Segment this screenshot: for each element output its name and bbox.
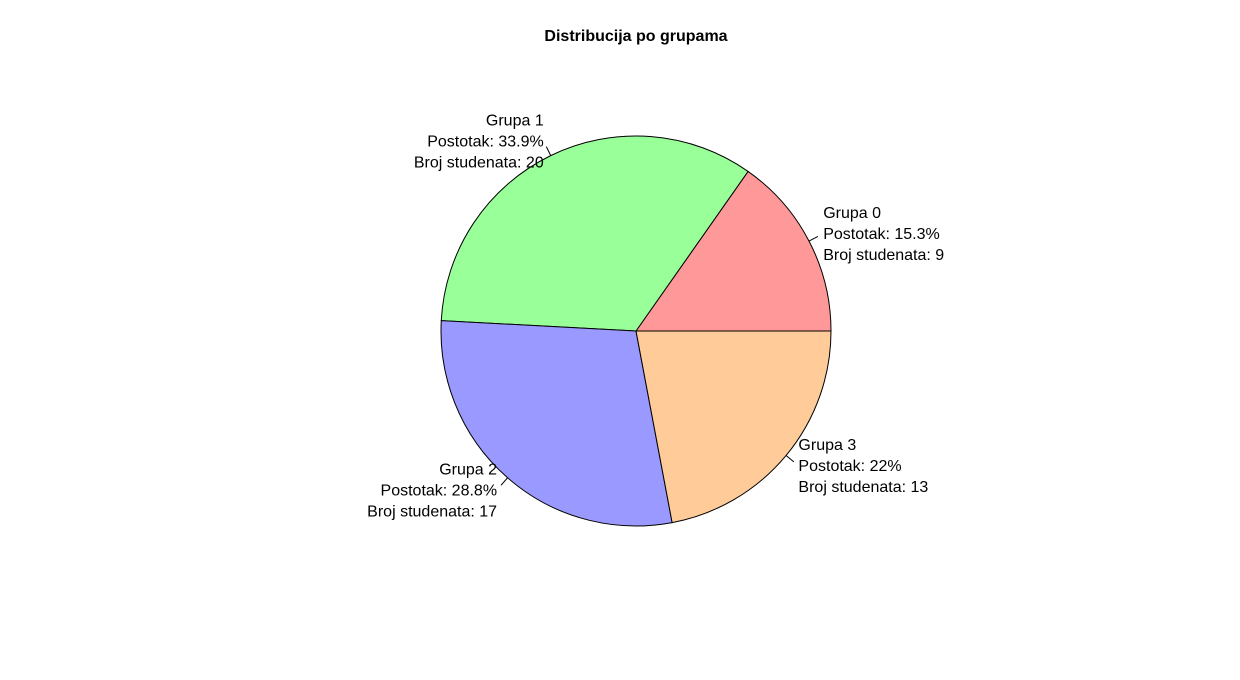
pie-slice-2 [440, 320, 673, 527]
pie-label-3: Grupa 3 Postotak: 22% Broj studenata: 13 [798, 437, 928, 496]
pie-label-2: Grupa 2 Postotak: 28.8% Broj studenata: 17 [367, 461, 497, 520]
pie-slice-3 [635, 330, 832, 524]
pie-label-line: Grupa 3 [798, 437, 856, 454]
pie-label-tick-3 [785, 455, 795, 463]
pie-label-tick-2 [500, 477, 508, 486]
pie-slices [440, 135, 832, 527]
pie-label-line: Broj studenata: 13 [798, 479, 928, 496]
pie-label-ticks [500, 146, 819, 486]
pie-label-line: Postotak: 28.8% [381, 482, 498, 499]
pie-label-line: Postotak: 33.9% [427, 134, 544, 151]
pie-label-line: Postotak: 22% [798, 458, 901, 475]
pie-label-tick-1 [545, 146, 552, 156]
pie-slice-0 [635, 170, 832, 332]
chart-title: Distribucija po grupama [544, 28, 727, 45]
pie-label-line: Broj studenata: 20 [414, 155, 544, 172]
pie-label-line: Grupa 2 [439, 461, 497, 478]
pie-label-line: Broj studenata: 17 [367, 503, 497, 520]
pie-label-1: Grupa 1 Postotak: 33.9% Broj studenata: 20 [414, 113, 544, 172]
pie-label-line: Postotak: 15.3% [823, 226, 940, 243]
pie-label-0: Grupa 0 Postotak: 15.3% Broj studenata: 9 [823, 205, 944, 264]
pie-labels: Grupa 0 Postotak: 15.3% Broj studenata: 9G… [367, 113, 944, 521]
pie-label-line: Broj studenata: 9 [823, 247, 944, 264]
pie-label-line: Grupa 1 [486, 113, 544, 130]
pie-label-tick-0 [808, 236, 819, 242]
pie-label-line: Grupa 0 [823, 205, 881, 222]
